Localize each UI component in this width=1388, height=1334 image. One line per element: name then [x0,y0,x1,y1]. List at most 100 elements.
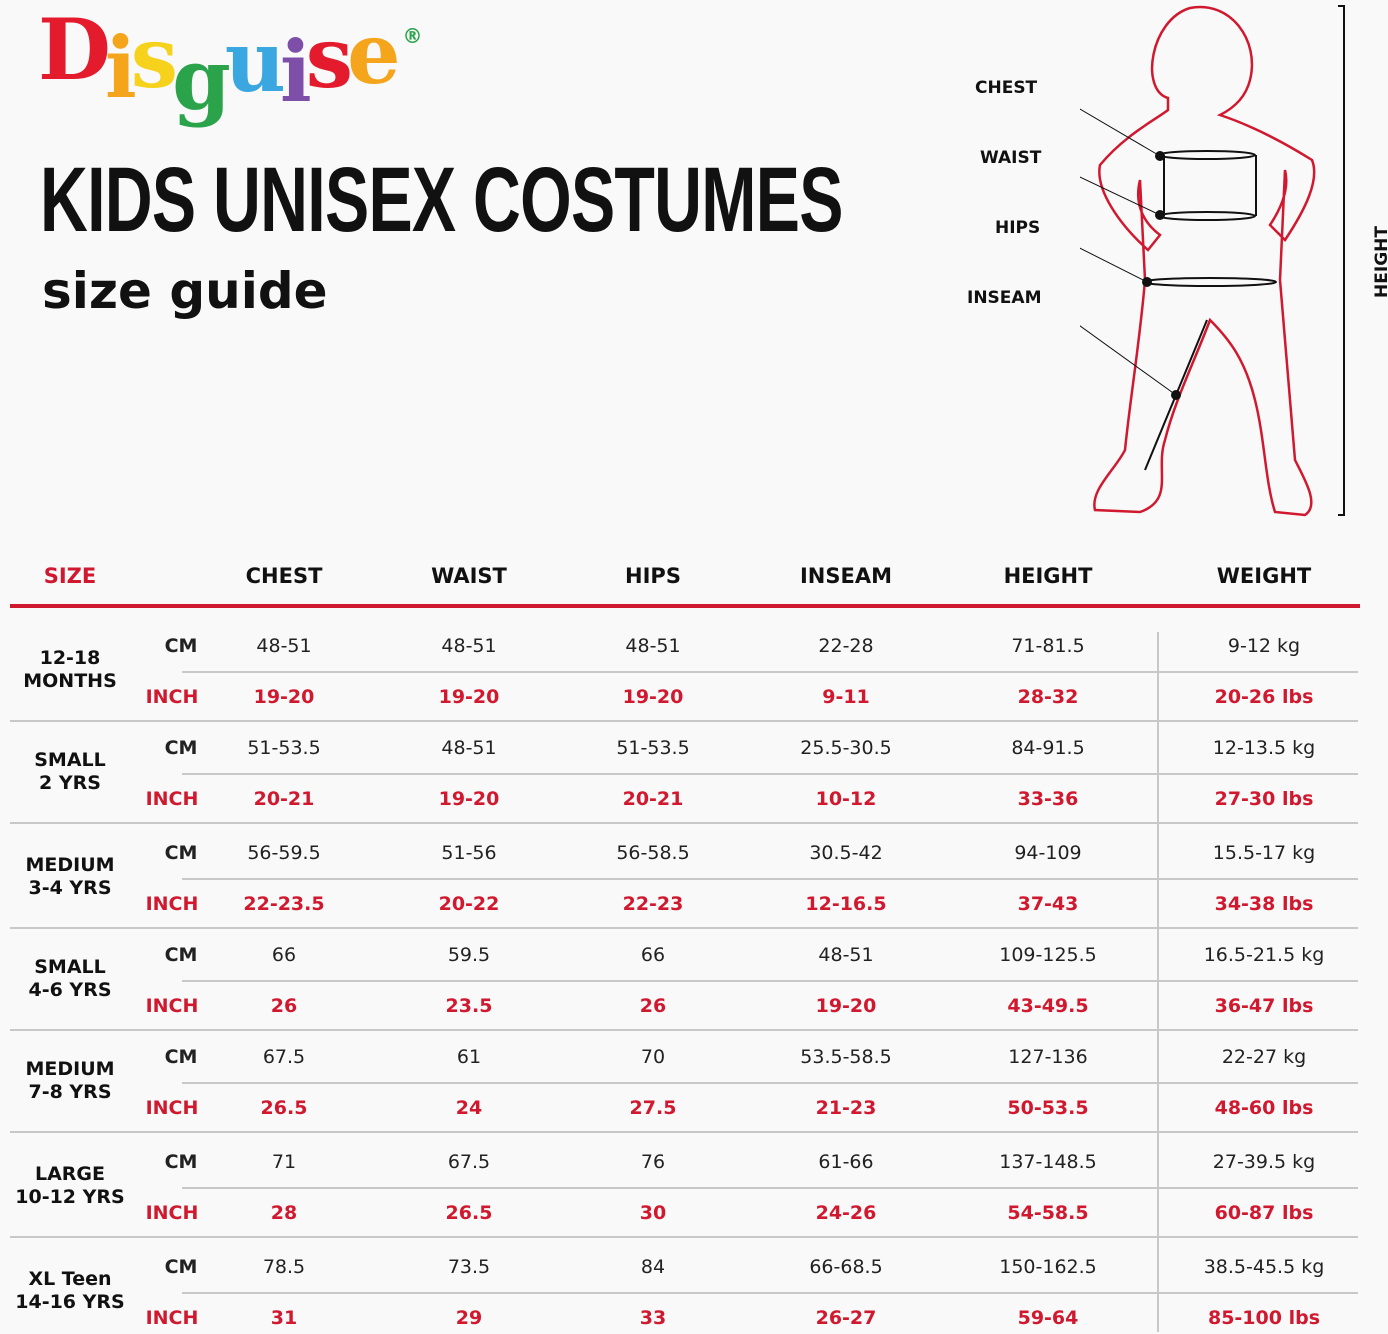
inch-value: 33 [639,1307,667,1329]
size-label: 12-18 MONTHS [23,647,117,693]
inch-value: 60-87 lbs [1214,1202,1314,1224]
row-divider [182,980,1358,982]
cm-value: 66-68.5 [809,1256,883,1278]
cm-value: 70 [640,1046,666,1068]
inch-value: 85-100 lbs [1207,1307,1321,1329]
size-label-line: 10-12 YRS [15,1186,125,1208]
inch-value: 26.5 [445,1202,493,1224]
group-divider [10,822,1358,824]
logo-letter: s [130,8,178,107]
cm-value: 16.5-21.5 kg [1203,944,1325,966]
cm-value: 38.5-45.5 kg [1203,1256,1325,1278]
chest-label: CHEST [975,78,1038,98]
cm-value: 22-28 [818,635,874,657]
cm-value: 150-162.5 [999,1256,1097,1278]
waist-label: WAIST [980,148,1042,168]
cm-value: 61-66 [818,1151,874,1173]
size-label: MEDIUM 3-4 YRS [25,854,114,900]
unit-cm-label: CM [164,737,198,759]
unit-inch-label: INCH [145,1202,199,1224]
inch-value: 19-20 [253,686,315,708]
size-label-line: 14-16 YRS [15,1291,125,1313]
size-label-line: MEDIUM [25,854,115,876]
header-divider [10,604,1360,608]
cm-value: 137-148.5 [999,1151,1097,1173]
size-label-line: 12-18 [39,647,101,669]
inch-value: 27-30 lbs [1214,788,1314,810]
logo-letter: e [347,4,401,103]
column-header-chest: CHEST [245,564,323,588]
row-divider [182,1292,1358,1294]
cm-value: 9-12 kg [1227,635,1301,657]
cm-value: 48-51 [441,737,497,759]
inch-value: 48-60 lbs [1214,1097,1314,1119]
column-header-weight: WEIGHT [1216,564,1312,588]
size-label-line: 2 YRS [39,772,101,794]
inch-value: 9-11 [822,686,870,708]
cm-value: 59.5 [447,944,491,966]
registered-mark: ® [402,24,423,48]
size-label-line: SMALL [34,749,106,771]
inch-value: 19-20 [438,788,500,810]
inch-value: 20-21 [253,788,315,810]
cm-value: 30.5-42 [809,842,883,864]
inch-value: 21-23 [815,1097,877,1119]
column-header-inseam: INSEAM [799,564,893,588]
cm-value: 22-27 kg [1221,1046,1307,1068]
cm-value: 66 [640,944,666,966]
cm-value: 48-51 [818,944,874,966]
inch-value: 34-38 lbs [1214,893,1314,915]
inch-value: 24-26 [815,1202,877,1224]
row-divider [182,878,1358,880]
size-label-line: 3-4 YRS [28,877,112,899]
size-label-line: 7-8 YRS [28,1081,112,1103]
column-header-size: SIZE [43,564,97,588]
logo-group: Disguise ® [38,0,423,129]
cm-value: 61 [456,1046,482,1068]
logo-letter: g [172,30,231,129]
page-title: KIDS UNISEX COSTUMES [40,149,843,251]
cm-value: 56-59.5 [247,842,321,864]
cm-value: 56-58.5 [616,842,690,864]
unit-inch-label: INCH [145,1307,199,1329]
size-label: SMALL 2 YRS [34,749,106,795]
column-header-waist: WAIST [431,564,507,588]
logo-letter: i [104,18,137,117]
cm-value: 67.5 [447,1151,491,1173]
size-label-line: 4-6 YRS [28,979,112,1001]
inch-value: 20-21 [622,788,684,810]
inch-value: 27.5 [629,1097,677,1119]
cm-value: 51-56 [441,842,497,864]
inch-value: 54-58.5 [1007,1202,1089,1224]
hips-label: HIPS [995,218,1041,238]
cm-value: 48-51 [256,635,312,657]
cm-value: 84-91.5 [1011,737,1085,759]
cm-value: 76 [640,1151,666,1173]
cm-value: 67.5 [262,1046,306,1068]
inch-value: 50-53.5 [1007,1097,1089,1119]
inch-value: 22-23.5 [243,893,325,915]
group-divider [10,927,1358,929]
inch-value: 26 [270,995,298,1017]
size-label: LARGE 10-12 YRS [15,1163,124,1209]
column-header-height: HEIGHT [1003,564,1093,588]
inch-value: 26 [639,995,667,1017]
logo-letter: u [224,12,286,111]
inch-value: 28 [270,1202,298,1224]
size-label: MEDIUM 7-8 YRS [25,1058,114,1104]
inch-value: 20-22 [438,893,500,915]
cm-value: 73.5 [447,1256,491,1278]
unit-cm-label: CM [164,1256,198,1278]
cm-value: 53.5-58.5 [800,1046,892,1068]
inch-value: 28-32 [1017,686,1079,708]
group-divider [10,720,1358,722]
inch-value: 36-47 lbs [1214,995,1314,1017]
inch-value: 19-20 [438,686,500,708]
inch-value: 31 [270,1307,298,1329]
row-divider [182,1187,1358,1189]
group-divider [10,1236,1358,1238]
inch-value: 24 [455,1097,483,1119]
inch-value: 30 [639,1202,667,1224]
unit-cm-label: CM [164,1046,198,1068]
